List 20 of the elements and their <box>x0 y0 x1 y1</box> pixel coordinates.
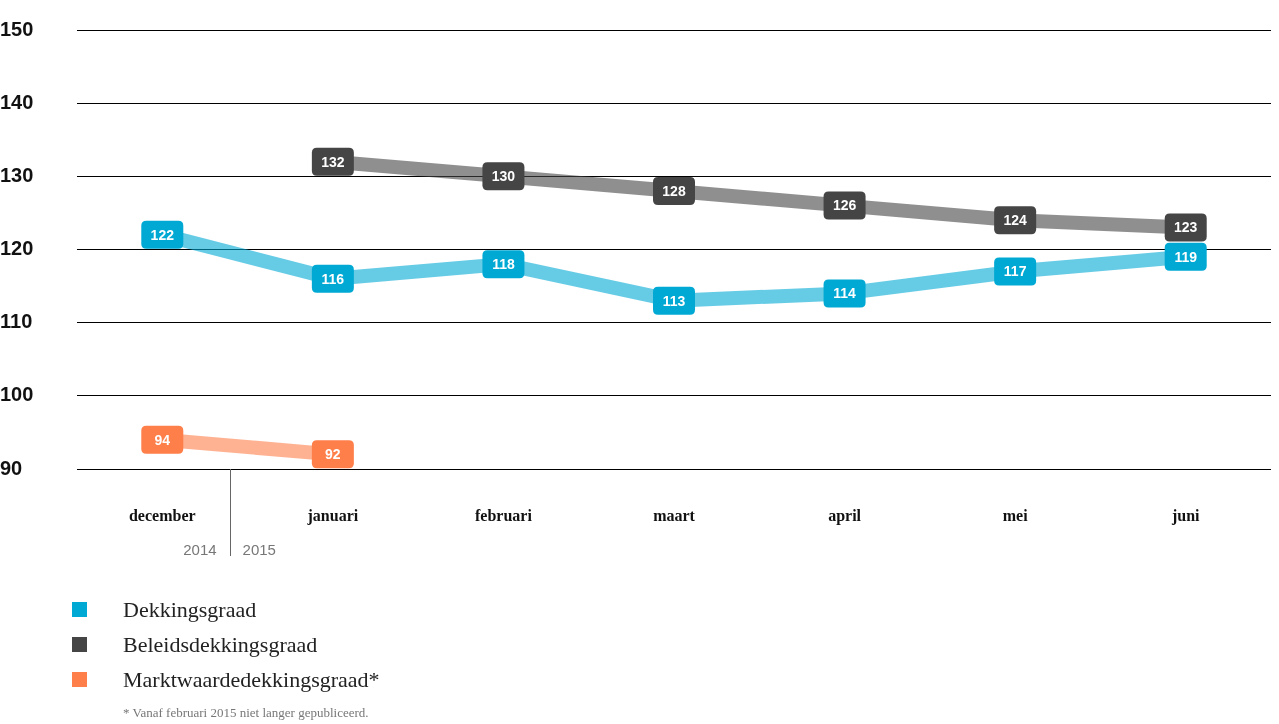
x-tick-label: april <box>828 506 862 525</box>
y-tick-label: 130 <box>0 163 34 186</box>
y-tick-label: 110 <box>0 310 33 333</box>
x-tick-label: januari <box>306 506 359 525</box>
x-tick-label: december <box>128 506 196 524</box>
text: 2014 <box>183 541 217 558</box>
text: 2015 <box>242 541 276 558</box>
y-tick-label: 100 <box>0 383 34 406</box>
x-tick-label: mei <box>1002 506 1029 524</box>
x-tick-label: juni <box>1170 506 1201 525</box>
legend-label: Dekkingsgraad <box>123 596 257 623</box>
legend-label: Marktwaardedekkingsgraad* <box>123 666 380 693</box>
y-tick-label: 150 <box>0 17 34 40</box>
legend-label: Beleidsdekkingsgraad <box>123 631 318 658</box>
x-tick-label: februari <box>474 506 533 524</box>
x-tick-label: maart <box>653 506 696 524</box>
y-tick-label: 90 <box>0 456 23 479</box>
y-tick-label: 120 <box>0 237 34 260</box>
text: * Vanaf februari 2015 niet langer gepubliceerd. <box>123 705 369 721</box>
y-tick-label: 140 <box>0 90 34 113</box>
